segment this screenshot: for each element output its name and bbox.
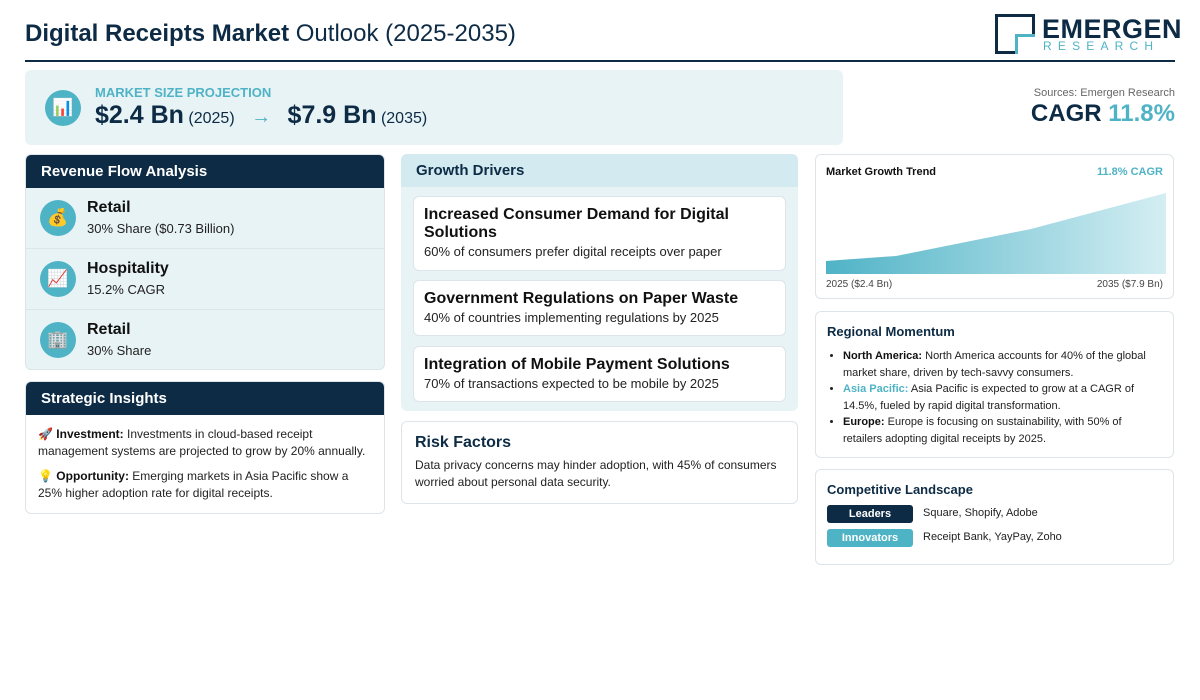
panel-title: Revenue Flow Analysis — [26, 155, 384, 188]
revenue-icon: 📈 — [40, 261, 76, 297]
region-name: North America: — [843, 350, 923, 362]
end-value: $7.9 Bn — [287, 101, 377, 129]
cagr-value: 11.8% — [1108, 100, 1175, 127]
insight-icon: 🚀 — [38, 427, 53, 441]
start-value: $2.4 Bn — [95, 101, 184, 129]
title-rest: Outlook (2025-2035) — [295, 20, 516, 47]
revenue-item: 🏢 Retail 30% Share — [26, 310, 384, 369]
regional-panel: Regional Momentum North America: North A… — [815, 311, 1174, 458]
title: Digital Receipts Market Outlook (2025-20… — [25, 20, 516, 48]
projection-panel: 📊 MARKET SIZE PROJECTION $2.4 Bn (2025) … — [25, 70, 843, 145]
logo-text: EMERGEN — [1042, 14, 1183, 44]
projection-values: $2.4 Bn (2025) → $7.9 Bn (2035) — [95, 101, 427, 130]
trend-title: Market Growth Trend — [826, 166, 937, 178]
logo-box — [995, 14, 1035, 54]
driver-text: 60% of consumers prefer digital receipts… — [424, 244, 722, 259]
panel-title: Strategic Insights — [26, 382, 384, 415]
revenue-detail: 30% Share ($0.73 Billion) — [87, 221, 235, 236]
driver-card: Increased Consumer Demand for Digital So… — [413, 196, 786, 271]
revenue-name: Retail — [87, 199, 131, 216]
companies: Square, Shopify, Adobe — [923, 507, 1038, 519]
companies: Receipt Bank, YayPay, Zoho — [923, 531, 1062, 543]
competitive-title: Competitive Landscape — [827, 482, 973, 497]
regional-title: Regional Momentum — [827, 324, 955, 339]
arrow: → — [251, 106, 272, 128]
revenue-detail: 30% Share — [87, 343, 152, 358]
revenue-icon: 💰 — [40, 200, 76, 236]
revenue-name: Retail — [87, 321, 131, 338]
panel-title: Growth Drivers — [401, 154, 798, 187]
regional-list: North America: North America accounts fo… — [816, 348, 1161, 447]
header-rule — [25, 60, 1175, 62]
driver-card: Government Regulations on Paper Waste 40%… — [413, 280, 786, 336]
title-bold: Digital Receipts Market — [25, 20, 290, 47]
end-year: (2035) — [380, 110, 428, 127]
tag: Leaders — [827, 505, 913, 523]
logo-corner — [1015, 34, 1035, 54]
competitive-panel: Competitive Landscape Leaders Square, Sho… — [815, 469, 1174, 565]
revenue-item: 📈 Hospitality 15.2% CAGR — [26, 249, 384, 310]
region-name: Asia Pacific: — [843, 383, 909, 395]
insight-text: Investments in cloud-based receipt manag… — [38, 427, 366, 458]
cagr: CAGR 11.8% — [1031, 100, 1175, 128]
insight-icon: 💡 — [38, 469, 53, 483]
region-text: Europe is focusing on sustainability, wi… — [843, 416, 1122, 445]
cagr-label: CAGR — [1030, 100, 1102, 127]
trend-panel: Market Growth Trend 11.8% CAGR 2025 ($2.… — [815, 154, 1174, 299]
driver-text: 40% of countries implementing regulation… — [424, 310, 719, 325]
driver-card: Integration of Mobile Payment Solutions 7… — [413, 346, 786, 402]
insight-text: Emerging markets in Asia Pacific show a … — [38, 469, 349, 500]
logo-subtext: RESEARCH — [1043, 39, 1160, 53]
projection-icon: 📊 — [45, 90, 81, 126]
risk-title: Risk Factors — [415, 434, 512, 451]
revenue-item: 💰 Retail 30% Share ($0.73 Billion) — [26, 188, 384, 249]
insight-label: Opportunity: — [56, 469, 129, 483]
trend-end: 2035 ($7.9 Bn) — [1096, 279, 1163, 290]
region-name: Europe: — [843, 416, 885, 428]
trend-chart — [826, 193, 1166, 274]
region-item: Europe: Europe is focusing on sustainabi… — [843, 414, 1161, 447]
revenue-panel: Revenue Flow Analysis 💰 Retail 30% Share (… — [25, 154, 385, 370]
insight: 🚀 Investment: Investments in cloud-based… — [38, 426, 372, 460]
start-year: (2025) — [188, 110, 235, 127]
drivers-panel: Growth Drivers Increased Consumer Demand… — [401, 154, 798, 411]
trend-area — [826, 193, 1166, 274]
region-text: North America accounts for 40% of the gl… — [843, 350, 1146, 379]
trend-start: 2025 ($2.4 Bn) — [826, 279, 893, 290]
driver-title: Increased Consumer Demand for Digital So… — [424, 206, 729, 241]
revenue-detail: 15.2% CAGR — [87, 282, 166, 297]
source: Sources: Emergen Research — [1033, 87, 1175, 99]
risk-text: Data privacy concerns may hinder adoptio… — [415, 458, 777, 489]
projection-label: MARKET SIZE PROJECTION — [95, 85, 272, 100]
insights-panel: Strategic Insights 🚀 Investment: Investm… — [25, 381, 385, 514]
insights-list: 🚀 Investment: Investments in cloud-based… — [38, 426, 372, 510]
insight: 💡 Opportunity: Emerging markets in Asia … — [38, 468, 372, 502]
insight-label: Investment: — [56, 427, 124, 441]
region-item: Asia Pacific: Asia Pacific is expected t… — [843, 381, 1161, 414]
region-text: Asia Pacific is expected to grow at a CA… — [843, 383, 1135, 412]
driver-title: Government Regulations on Paper Waste — [424, 290, 739, 307]
driver-title: Integration of Mobile Payment Solutions — [424, 356, 730, 373]
tag: Innovators — [827, 529, 913, 547]
revenue-name: Hospitality — [87, 260, 169, 277]
revenue-icon: 🏢 — [40, 322, 76, 358]
driver-text: 70% of transactions expected to be mobil… — [424, 376, 719, 391]
region-item: North America: North America accounts fo… — [843, 348, 1161, 381]
trend-cagr: 11.8% CAGR — [1096, 166, 1163, 178]
risk-panel: Risk Factors Data privacy concerns may h… — [401, 421, 798, 504]
